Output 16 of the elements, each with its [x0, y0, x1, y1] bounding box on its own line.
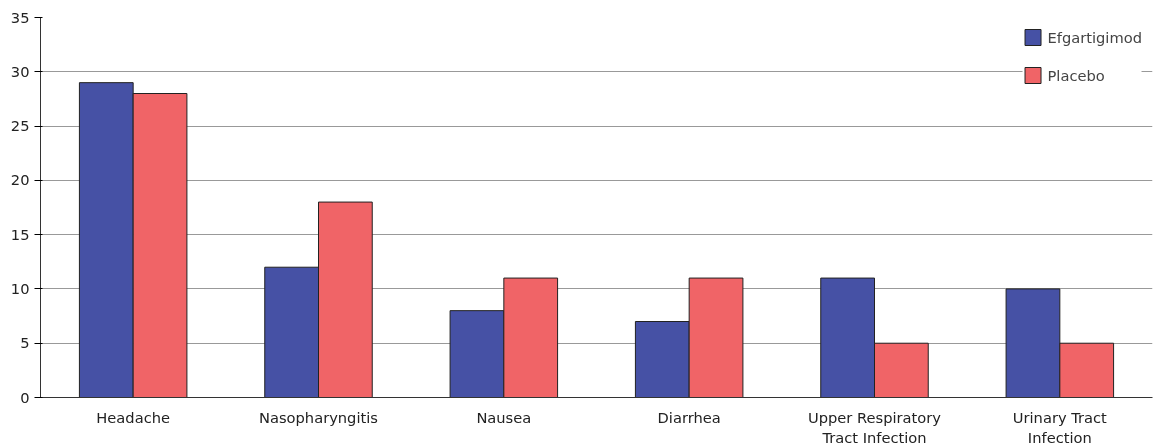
x-tick-label: Urinary Tract Infection [1012, 408, 1108, 446]
y-tick-label: 10 [10, 279, 30, 297]
x-tick-label: Headache [96, 408, 170, 426]
legend-label: Efgartigimod [1047, 28, 1142, 46]
y-tick-label: 0 [20, 388, 30, 406]
y-tick-label: 30 [10, 62, 30, 80]
y-tick-label: 20 [10, 171, 30, 189]
x-tick-label: Nausea [476, 408, 532, 426]
x-tick-label: Diarrhea [657, 408, 721, 426]
x-tick-label: Upper Respiratory Tract Infection [808, 408, 942, 446]
x-tick-label: Nasopharyngitis [259, 408, 378, 426]
legend-label: Placebo [1047, 66, 1105, 84]
y-tick-label: 15 [10, 225, 30, 243]
y-tick-label: 5 [20, 334, 30, 352]
y-tick-label: 25 [10, 117, 30, 135]
y-tick-label: 35 [10, 8, 30, 26]
